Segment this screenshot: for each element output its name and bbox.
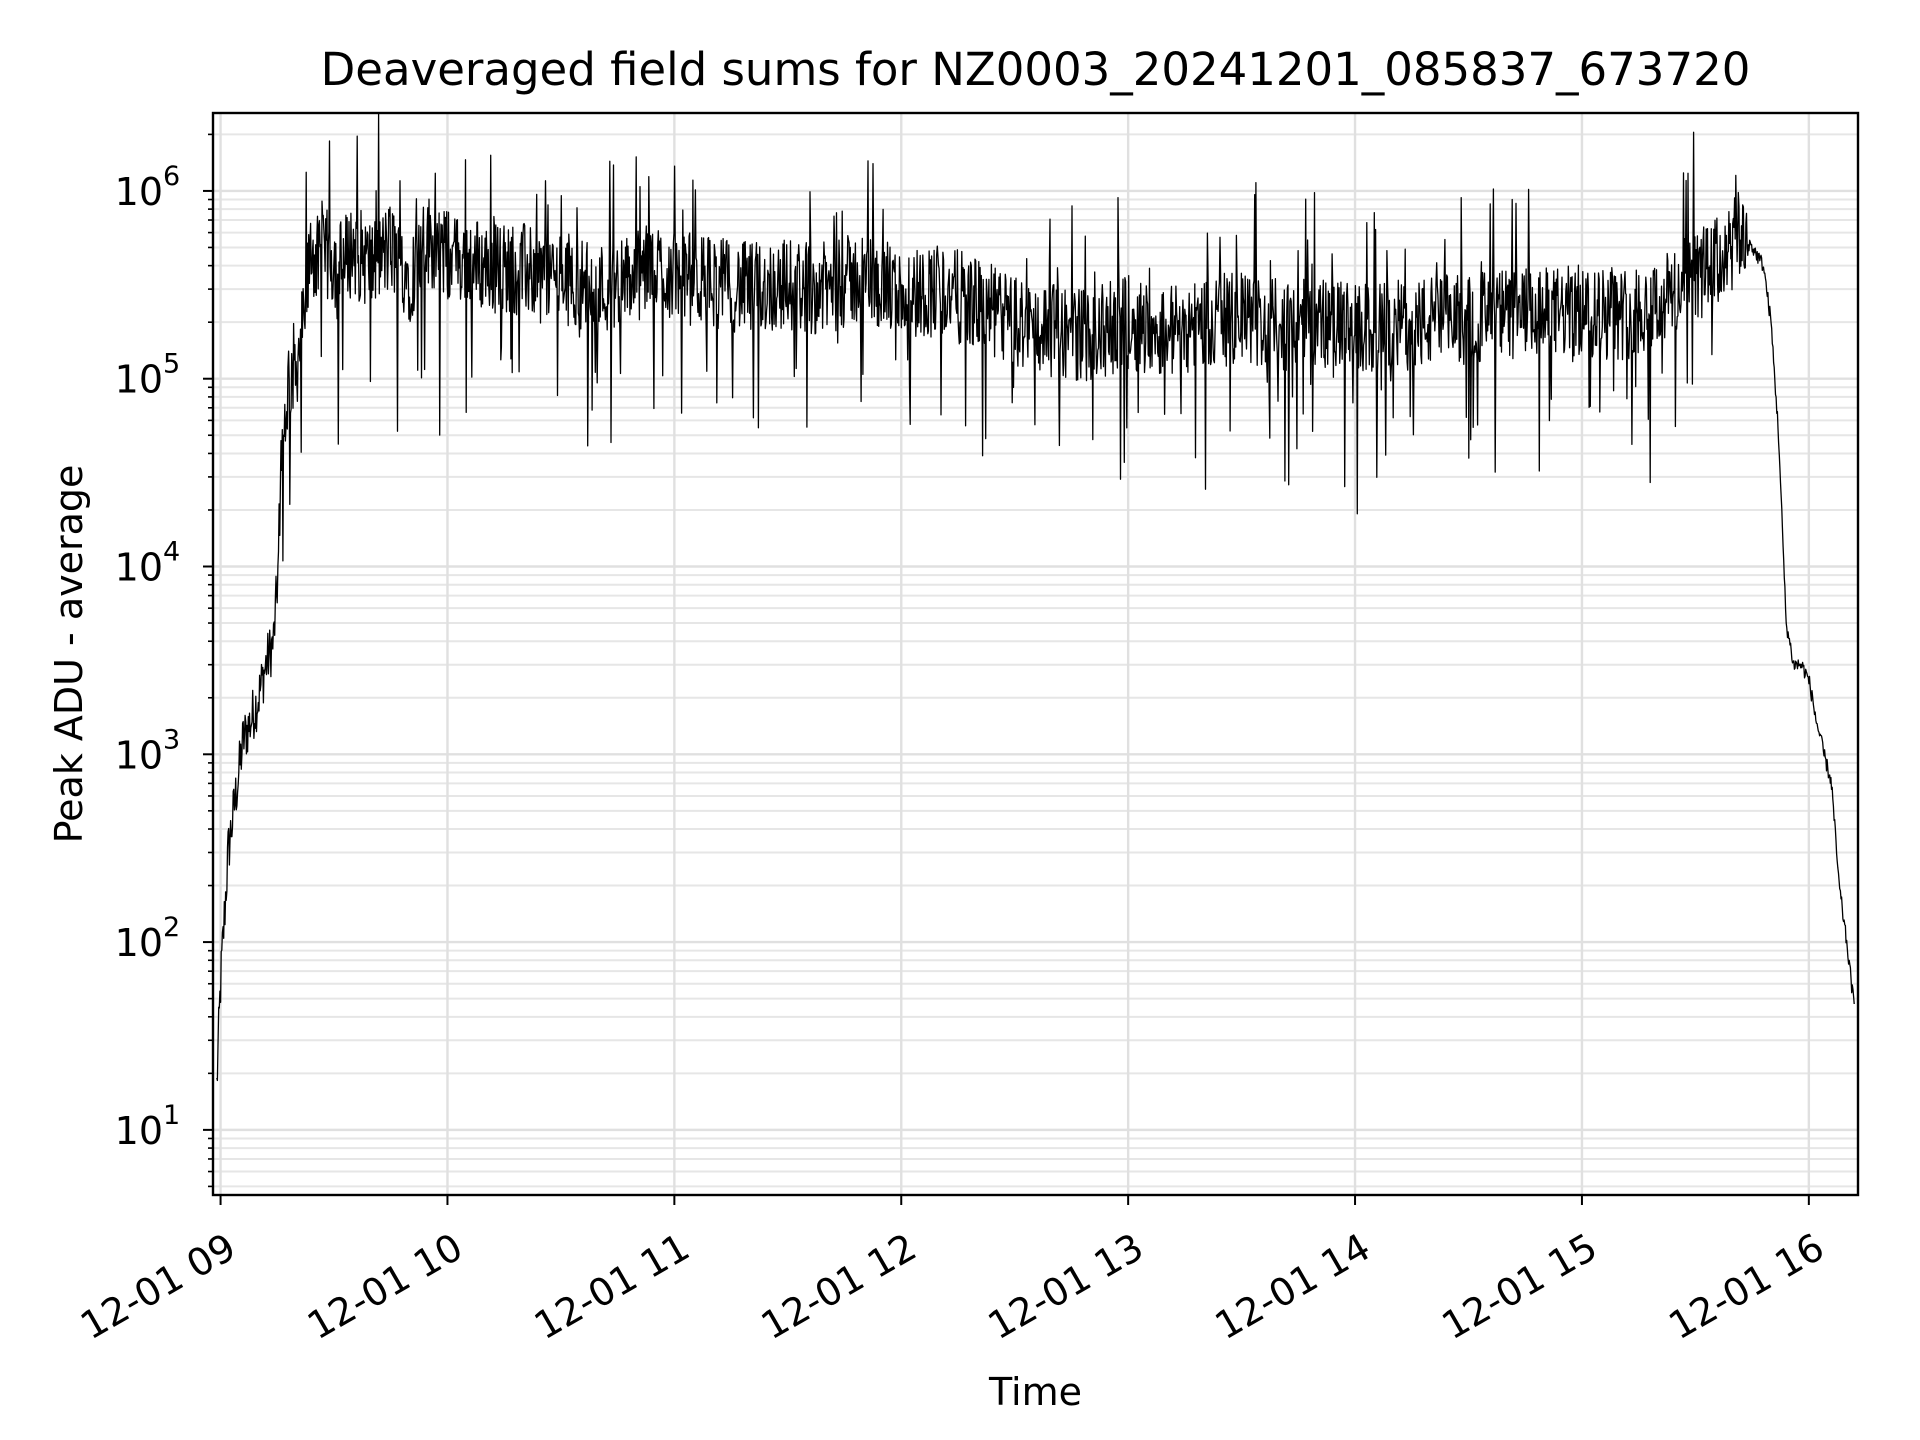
x-axis-label: Time	[988, 1370, 1082, 1414]
y-tick-exponent: 5	[163, 349, 180, 380]
y-tick-label: 10	[115, 546, 163, 590]
y-axis-label: Peak ADU - average	[47, 465, 91, 844]
y-tick-label: 10	[115, 170, 163, 214]
y-tick-exponent: 3	[163, 724, 180, 755]
series-layer	[216, 113, 1855, 1082]
y-tick-label: 10	[115, 1109, 163, 1153]
y-tick-label: 10	[115, 358, 163, 402]
y-tick-exponent: 4	[163, 537, 180, 568]
chart-title: Deaveraged field sums for NZ0003_2024120…	[321, 43, 1751, 96]
series-line	[216, 113, 1855, 1082]
plot-frame	[211, 111, 1860, 1197]
y-tick-label: 10	[115, 921, 163, 965]
y-tick-exponent: 6	[163, 161, 180, 192]
y-tick-exponent: 2	[163, 912, 180, 943]
y-tick-label: 10	[115, 733, 163, 777]
y-tick-exponent: 1	[163, 1100, 180, 1131]
